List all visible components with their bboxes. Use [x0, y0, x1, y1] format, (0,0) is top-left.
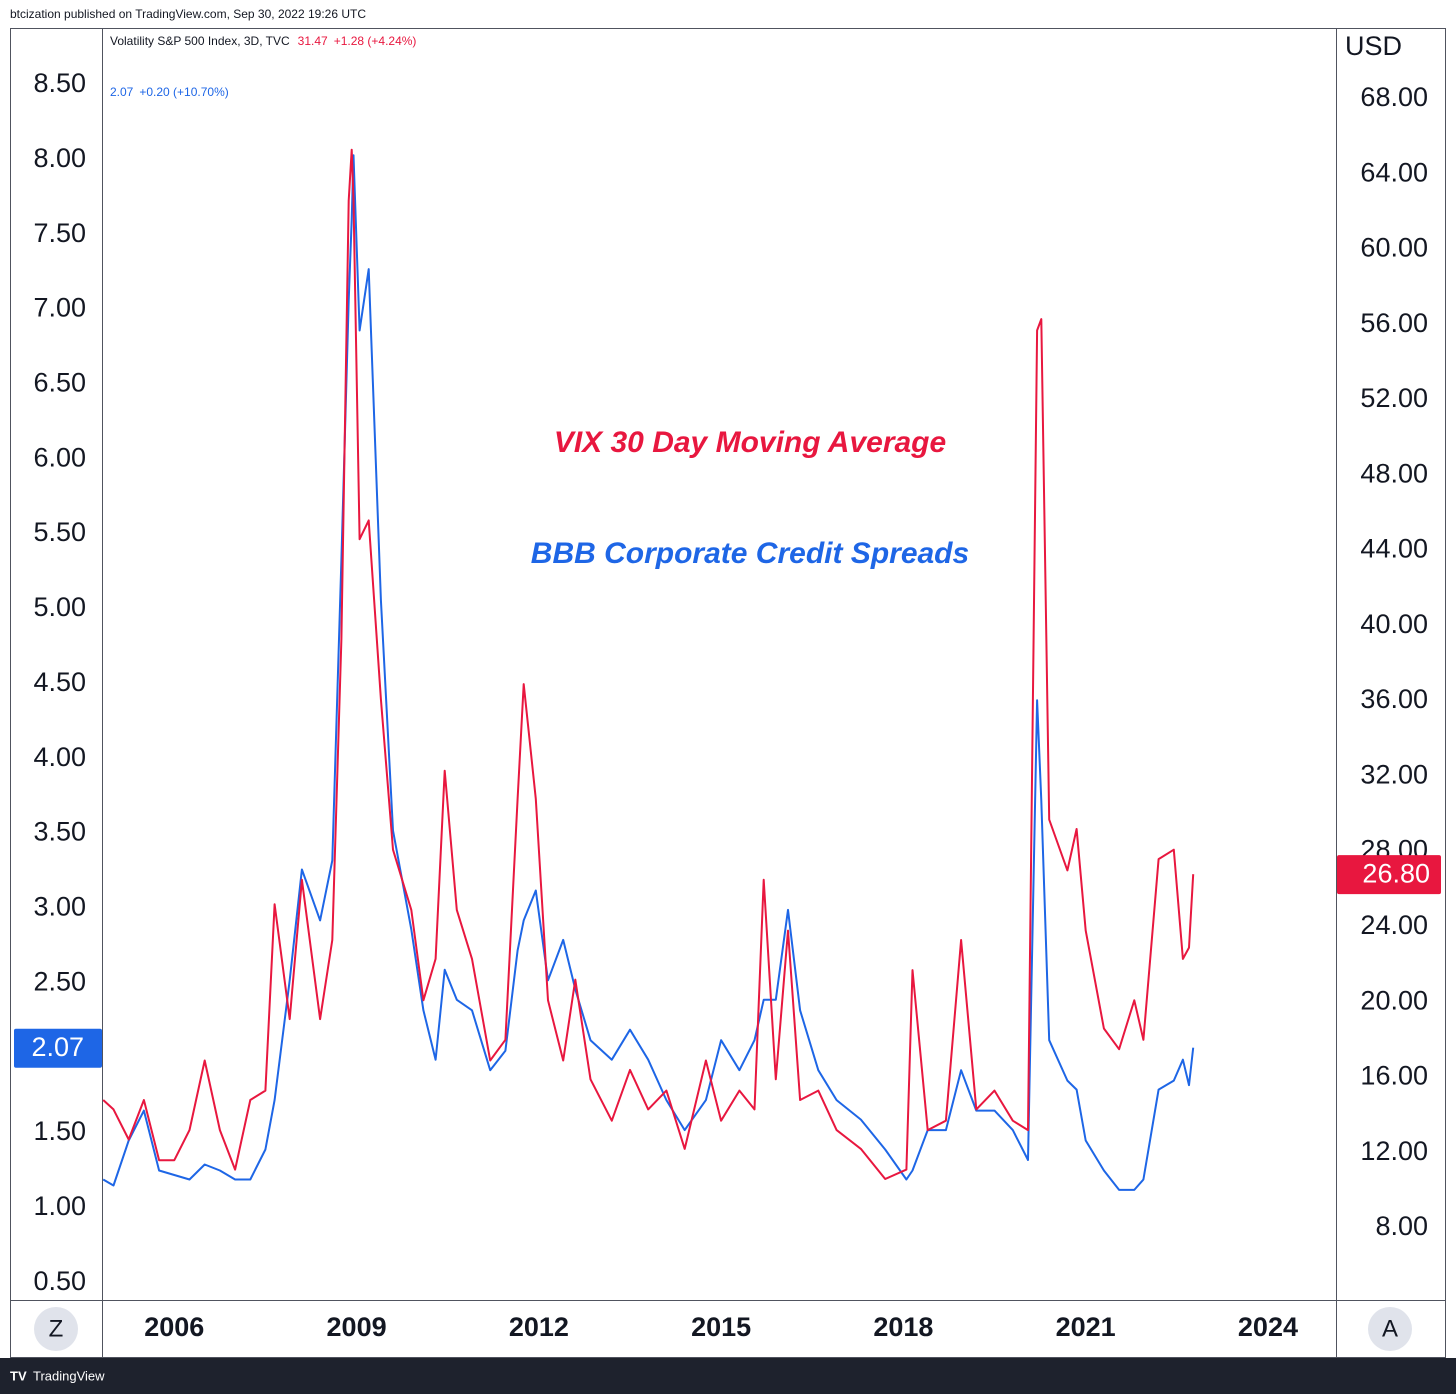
y-tick-label: 2.50 — [33, 966, 86, 996]
y-tick-label: 8.00 — [33, 143, 86, 173]
annotation: VIX 30 Day Moving Average — [554, 426, 946, 459]
y2-tick-label: 52.00 — [1360, 383, 1428, 413]
annotation: BBB Corporate Credit Spreads — [531, 537, 969, 570]
brand-logo: TV — [10, 1368, 27, 1383]
y2-tick-label: 12.00 — [1360, 1136, 1428, 1166]
legend-change: +1.28 (+4.24%) — [334, 34, 417, 48]
x-tick-label: 2012 — [509, 1312, 569, 1342]
y2-tick-label: 64.00 — [1360, 157, 1428, 187]
y2-tick-label: 24.00 — [1360, 910, 1428, 940]
legend-readout: 31.47 — [298, 34, 328, 48]
y-tick-label: 5.00 — [33, 592, 86, 622]
y-tick-label: 8.50 — [33, 68, 86, 98]
last-value-badge — [14, 1028, 102, 1068]
x-tick-label: 2015 — [691, 1312, 751, 1342]
y-tick-label: 7.00 — [33, 293, 86, 323]
brand: TradingView — [33, 1368, 105, 1383]
legend-name: Volatility S&P 500 Index, 3D, TVC — [110, 34, 290, 48]
legend-readout: 2.07 — [110, 85, 134, 99]
legend-change: +0.20 (+10.70%) — [139, 85, 228, 99]
y2-tick-label: 56.00 — [1360, 308, 1428, 338]
y-tick-label: 4.00 — [33, 742, 86, 772]
y-tick-label: 3.00 — [33, 892, 86, 922]
y-tick-label: 6.00 — [33, 442, 86, 472]
last-value-label: 26.80 — [1362, 858, 1430, 888]
left-button-label[interactable]: Z — [49, 1315, 64, 1342]
y-tick-label: 7.50 — [33, 218, 86, 248]
chart-frame — [10, 28, 1446, 1358]
y2-tick-label: 8.00 — [1375, 1211, 1428, 1241]
x-tick-label: 2006 — [144, 1312, 204, 1342]
x-tick-label: 2009 — [327, 1312, 387, 1342]
x-tick-label: 2024 — [1238, 1312, 1298, 1342]
y-tick-label: 0.50 — [33, 1266, 86, 1296]
publisher: btcization published on TradingView.com,… — [10, 7, 366, 21]
y-tick-label: 6.50 — [33, 367, 86, 397]
x-tick-label: 2018 — [873, 1312, 933, 1342]
y2-tick-label: 60.00 — [1360, 233, 1428, 263]
y2-tick-label: 68.00 — [1360, 82, 1428, 112]
y-tick-label: 1.00 — [33, 1191, 86, 1221]
last-value-badge — [1337, 855, 1441, 895]
y-tick-label: 3.50 — [33, 817, 86, 847]
x-tick-label: 2021 — [1056, 1312, 1116, 1342]
y2-axis-label: USD — [1345, 31, 1402, 61]
right-button-label[interactable]: A — [1382, 1315, 1398, 1342]
y2-tick-label: 16.00 — [1360, 1061, 1428, 1091]
y2-tick-label: 20.00 — [1360, 985, 1428, 1015]
right-button[interactable] — [1368, 1307, 1412, 1351]
series-line — [102, 154, 1195, 1191]
y2-tick-label: 36.00 — [1360, 684, 1428, 714]
y2-tick-label: 48.00 — [1360, 458, 1428, 488]
y-tick-label: 1.50 — [33, 1116, 86, 1146]
series-line — [102, 148, 1195, 1180]
last-value-label: 2.07 — [31, 1032, 84, 1062]
left-button[interactable] — [34, 1307, 78, 1351]
y-tick-label: 5.50 — [33, 517, 86, 547]
footer-bar — [0, 1358, 1456, 1394]
y2-tick-label: 32.00 — [1360, 759, 1428, 789]
y2-tick-label: 44.00 — [1360, 534, 1428, 564]
y2-tick-label: 40.00 — [1360, 609, 1428, 639]
y-tick-label: 4.50 — [33, 667, 86, 697]
